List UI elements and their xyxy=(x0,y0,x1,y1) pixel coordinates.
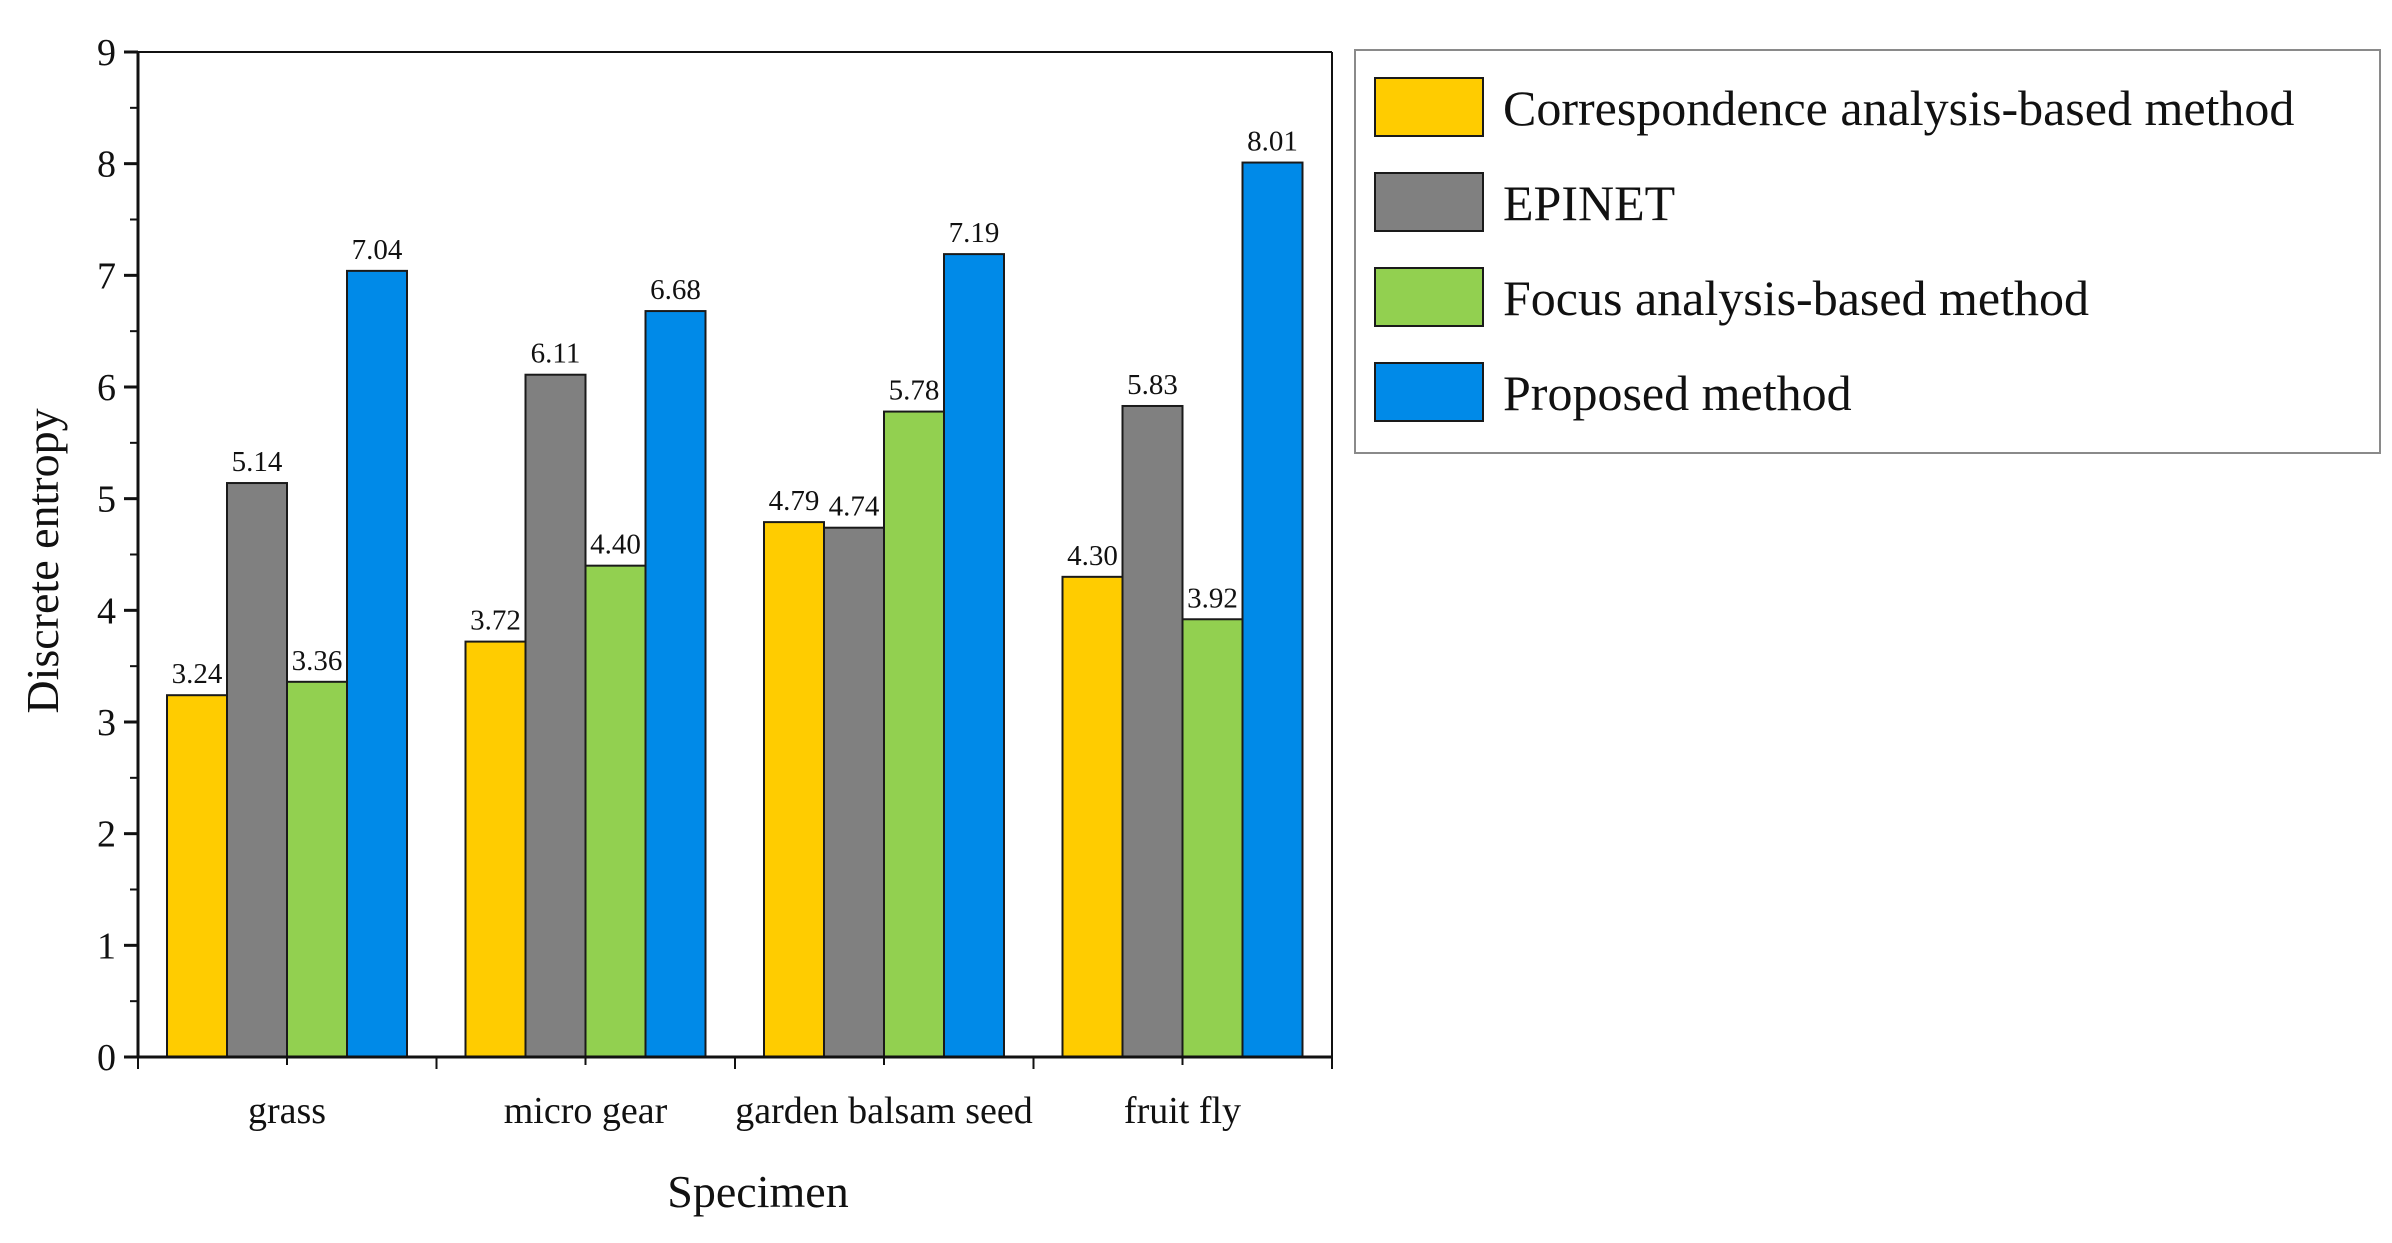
legend-swatch xyxy=(1374,362,1484,422)
data-label: 3.72 xyxy=(470,605,521,637)
bar xyxy=(943,253,1005,1059)
y-axis-title: Discrete entropy xyxy=(17,408,68,713)
data-label: 5.83 xyxy=(1127,369,1178,401)
data-label: 4.79 xyxy=(769,485,820,517)
data-label: 8.01 xyxy=(1247,126,1298,158)
data-label: 3.92 xyxy=(1187,582,1238,614)
bar xyxy=(763,521,825,1058)
data-label: 4.74 xyxy=(829,491,880,523)
data-label: 5.78 xyxy=(889,375,940,407)
legend: Correspondence analysis-based method EPIN… xyxy=(1354,49,2381,454)
bar xyxy=(286,680,348,1058)
legend-label: EPINET xyxy=(1503,175,1675,231)
bar xyxy=(524,373,587,1058)
x-tick-label: garden balsam seed xyxy=(735,1090,1033,1132)
y-tick-label: 7 xyxy=(97,255,116,297)
data-label: 6.68 xyxy=(650,274,701,306)
data-label: 6.11 xyxy=(531,338,581,370)
legend-swatch xyxy=(1374,267,1484,327)
legend-label: Proposed method xyxy=(1503,365,1852,421)
data-label: 7.04 xyxy=(352,234,403,266)
x-tick-label: fruit fly xyxy=(1124,1090,1241,1132)
y-tick-label: 1 xyxy=(97,925,116,967)
legend-label: Correspondence analysis-based method xyxy=(1503,80,2294,136)
bar xyxy=(883,410,945,1059)
bar xyxy=(1121,404,1184,1058)
bar xyxy=(823,526,885,1058)
data-label: 5.14 xyxy=(232,446,283,478)
bar xyxy=(166,694,228,1058)
y-tick-label: 6 xyxy=(97,367,116,409)
bar xyxy=(1181,618,1244,1058)
y-tick-label: 5 xyxy=(97,479,116,521)
bar xyxy=(584,564,647,1059)
bar xyxy=(1061,575,1124,1058)
y-tick-label: 9 xyxy=(97,32,116,74)
data-label: 7.19 xyxy=(949,217,1000,249)
bar xyxy=(1241,161,1304,1059)
bar xyxy=(464,640,527,1058)
plot-area: 3.24 3.72 4.79 4.30 5.14 6.11 4.74 5.83 3.36 4.40… xyxy=(166,126,1304,1059)
bar xyxy=(226,482,288,1058)
axes: 0 1 2 3 4 5 6 7 8 9 grass micro gear garden balsam s… xyxy=(97,32,1333,1132)
legend-box xyxy=(1354,49,2381,454)
legend-swatch xyxy=(1374,77,1484,137)
data-label: 4.30 xyxy=(1067,540,1118,572)
y-tick-label: 2 xyxy=(97,814,116,856)
bar xyxy=(644,310,707,1059)
x-tick-label: grass xyxy=(248,1090,326,1132)
y-tick-label: 8 xyxy=(97,144,116,186)
data-label: 3.24 xyxy=(172,658,223,690)
x-axis-title: Specimen xyxy=(667,1166,848,1217)
data-label: 3.36 xyxy=(292,645,343,677)
legend-swatch xyxy=(1374,172,1484,232)
x-tick-label: micro gear xyxy=(504,1090,668,1132)
data-label: 4.40 xyxy=(590,529,641,561)
legend-label: Focus analysis-based method xyxy=(1503,270,2089,326)
y-tick-label: 3 xyxy=(97,702,116,744)
y-tick-label: 0 xyxy=(97,1037,116,1079)
bar xyxy=(346,269,408,1059)
y-tick-label: 4 xyxy=(97,590,116,632)
